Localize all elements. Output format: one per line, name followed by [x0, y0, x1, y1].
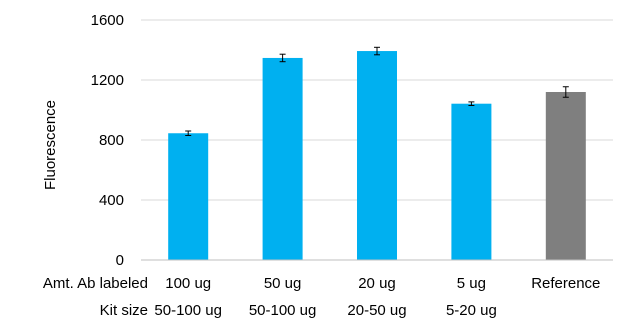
bar — [545, 92, 586, 260]
y-tick-label: 800 — [99, 132, 124, 149]
category-amount-label: 20 ug — [358, 275, 396, 292]
category-amount-label: 50 ug — [264, 275, 302, 292]
y-tick-label: 400 — [99, 192, 124, 209]
category-amount-label: 100 ug — [165, 275, 211, 292]
error-bars — [185, 46, 569, 136]
row-header-amount: Amt. Ab labeled — [43, 275, 148, 292]
y-tick-label: 1200 — [91, 72, 124, 89]
category-kit-label: 20-50 ug — [347, 302, 406, 319]
bar — [451, 103, 492, 260]
category-amount-label: Reference — [531, 275, 600, 292]
category-kit-label: 50-100 ug — [249, 302, 317, 319]
category-labels: 100 ug 50-100 ug 50 ug 50-100 ug 20 ug 20-50 … — [43, 275, 600, 319]
y-tick-labels: 0 400 800 1200 1600 — [91, 12, 124, 269]
y-axis-label: Fluorescence — [42, 100, 59, 190]
bars — [168, 51, 586, 261]
bar — [357, 51, 397, 260]
category-kit-label: 5-20 ug — [446, 302, 497, 319]
bar — [168, 133, 209, 260]
bar — [262, 57, 303, 261]
y-tick-label: 1600 — [91, 12, 124, 29]
category-amount-label: 5 ug — [457, 275, 486, 292]
category-kit-label: 50-100 ug — [154, 302, 222, 319]
y-tick-label: 0 — [116, 252, 124, 269]
row-header-kit: Kit size — [100, 302, 148, 319]
